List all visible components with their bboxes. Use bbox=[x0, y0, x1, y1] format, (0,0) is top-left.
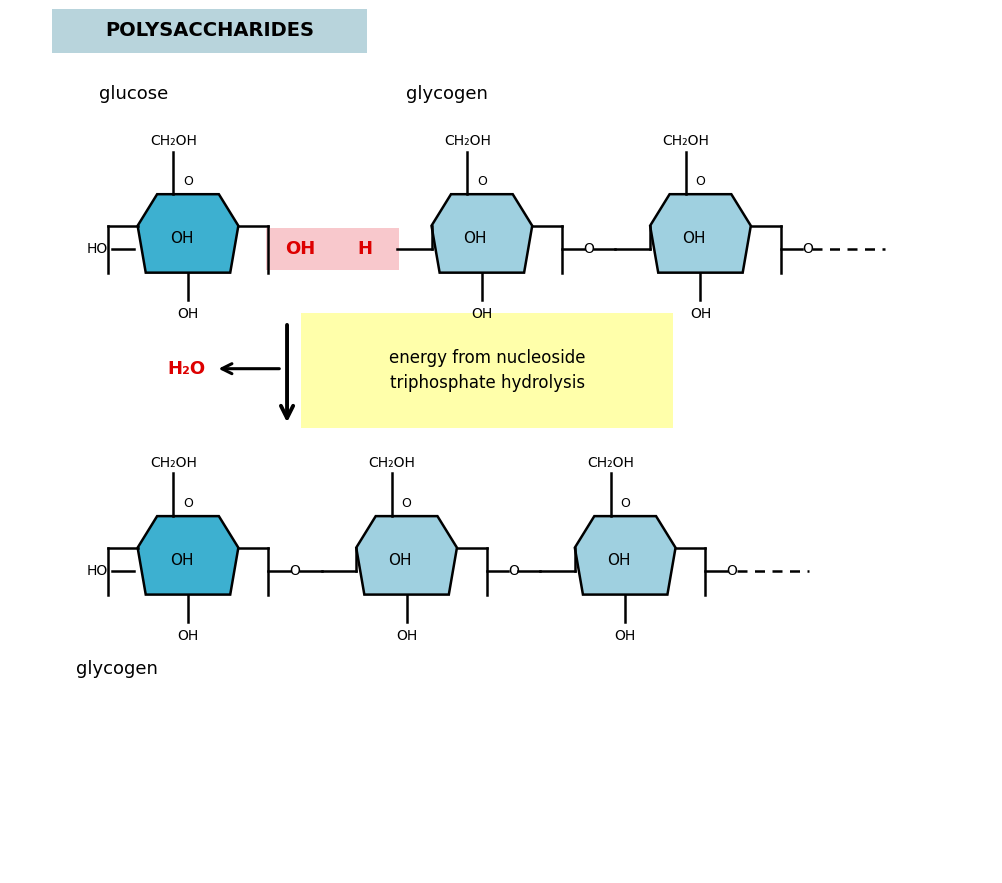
Text: CH₂OH: CH₂OH bbox=[369, 457, 416, 470]
Text: OH: OH bbox=[169, 231, 193, 246]
Text: O: O bbox=[583, 242, 594, 256]
Text: energy from nucleoside
triphosphate hydrolysis: energy from nucleoside triphosphate hydr… bbox=[389, 349, 585, 392]
Text: glucose: glucose bbox=[99, 86, 168, 103]
Text: OH: OH bbox=[471, 306, 493, 321]
Text: O: O bbox=[290, 563, 301, 577]
Text: OH: OH bbox=[177, 306, 198, 321]
Text: H: H bbox=[358, 240, 373, 258]
Text: OH: OH bbox=[285, 240, 315, 258]
FancyBboxPatch shape bbox=[52, 9, 368, 53]
Text: O: O bbox=[402, 497, 412, 510]
Text: glycogen: glycogen bbox=[406, 86, 488, 103]
Polygon shape bbox=[432, 194, 532, 273]
Text: HO: HO bbox=[86, 242, 108, 256]
Text: O: O bbox=[183, 497, 193, 510]
Text: CH₂OH: CH₂OH bbox=[150, 457, 196, 470]
Text: OH: OH bbox=[682, 231, 705, 246]
Text: H₂O: H₂O bbox=[167, 359, 205, 378]
Text: O: O bbox=[477, 175, 487, 188]
Text: OH: OH bbox=[614, 629, 636, 643]
Polygon shape bbox=[650, 194, 750, 273]
Text: glycogen: glycogen bbox=[76, 660, 158, 678]
Text: OH: OH bbox=[689, 306, 711, 321]
FancyBboxPatch shape bbox=[267, 228, 399, 269]
Text: O: O bbox=[508, 563, 519, 577]
Text: O: O bbox=[802, 242, 813, 256]
Text: POLYSACCHARIDES: POLYSACCHARIDES bbox=[105, 21, 315, 41]
Text: O: O bbox=[620, 497, 630, 510]
Text: O: O bbox=[726, 563, 737, 577]
Text: OH: OH bbox=[389, 553, 412, 568]
Text: HO: HO bbox=[86, 563, 108, 577]
Text: O: O bbox=[183, 175, 193, 188]
Polygon shape bbox=[137, 517, 238, 594]
Polygon shape bbox=[137, 194, 238, 273]
Text: CH₂OH: CH₂OH bbox=[444, 134, 491, 148]
Text: CH₂OH: CH₂OH bbox=[587, 457, 634, 470]
Text: OH: OH bbox=[169, 553, 193, 568]
Polygon shape bbox=[575, 517, 675, 594]
Text: OH: OH bbox=[464, 231, 487, 246]
Text: CH₂OH: CH₂OH bbox=[662, 134, 709, 148]
Text: OH: OH bbox=[607, 553, 630, 568]
Text: CH₂OH: CH₂OH bbox=[150, 134, 196, 148]
Text: O: O bbox=[695, 175, 705, 188]
Polygon shape bbox=[357, 517, 457, 594]
Text: OH: OH bbox=[177, 629, 198, 643]
Text: OH: OH bbox=[396, 629, 417, 643]
FancyBboxPatch shape bbox=[301, 313, 673, 428]
